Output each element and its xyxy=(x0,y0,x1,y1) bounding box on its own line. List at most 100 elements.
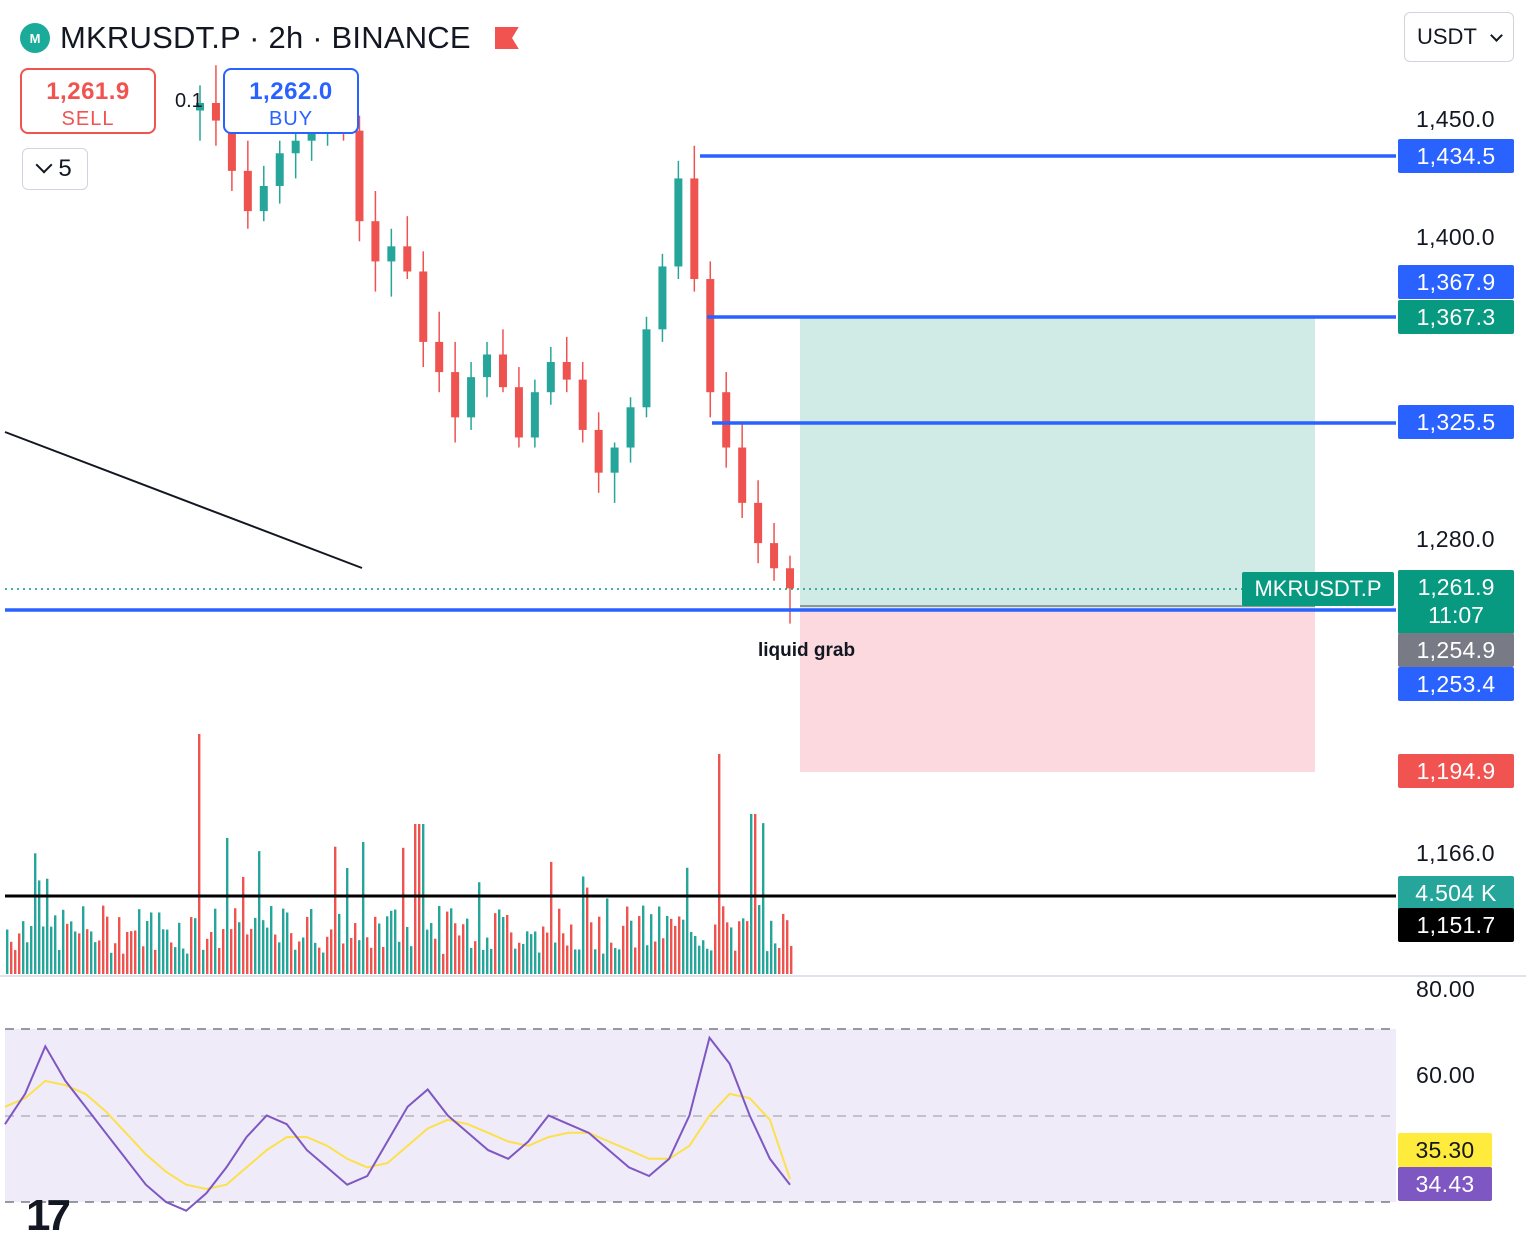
volume-bar xyxy=(314,942,317,974)
candle-body xyxy=(578,379,587,430)
volume-bar xyxy=(262,920,265,974)
volume-bar xyxy=(478,882,481,974)
volume-bar xyxy=(554,942,557,974)
volume-bar xyxy=(730,927,733,974)
flag-icon[interactable] xyxy=(494,27,519,49)
volume-bar xyxy=(746,921,749,974)
tradingview-logo-icon[interactable]: 17 xyxy=(26,1191,71,1240)
last-price-value: 1,261.9 xyxy=(1417,574,1495,600)
volume-bar xyxy=(534,931,537,974)
chart-annotation[interactable]: liquid grab xyxy=(758,640,856,661)
price-label-1367-3[interactable]: 1,367.3 xyxy=(1398,300,1514,334)
currency-select[interactable]: USDT xyxy=(1404,12,1514,62)
volume-bar xyxy=(770,920,773,974)
volume-bar xyxy=(326,936,329,974)
candle-body xyxy=(387,246,396,262)
indicators-toggle-button[interactable]: 5 xyxy=(22,148,88,190)
volume-bar xyxy=(406,926,409,974)
price-axis-tick: 1,166.0 xyxy=(1416,840,1495,866)
volume-bar xyxy=(470,947,473,974)
symbol-header[interactable]: M MKRUSDT.P · 2h · BINANCE xyxy=(20,16,519,60)
volume-bar xyxy=(790,945,793,974)
volume-bar xyxy=(98,940,101,974)
volume-bar xyxy=(526,931,529,974)
volume-bar xyxy=(70,921,73,974)
volume-bar xyxy=(486,937,489,974)
rsi-ma-line xyxy=(4,1079,791,1191)
volume-bar xyxy=(430,923,433,974)
price-label-1253[interactable]: 1,253.4 xyxy=(1398,667,1514,701)
volume-bar xyxy=(666,915,669,974)
volume-bar xyxy=(126,931,129,974)
candle-body xyxy=(594,429,603,473)
volume-bar xyxy=(450,908,453,974)
volume-bar xyxy=(606,898,609,974)
volume-bar xyxy=(614,948,617,974)
volume-bar xyxy=(226,837,229,974)
volume-bar xyxy=(530,934,533,974)
volume-bar xyxy=(662,938,665,974)
volume-bar xyxy=(558,908,561,974)
volume-bar xyxy=(162,929,165,974)
price-label-1325[interactable]: 1,325.5 xyxy=(1398,405,1514,439)
volume-bar xyxy=(62,909,65,974)
symbol-title[interactable]: MKRUSDT.P · 2h · BINANCE xyxy=(60,20,471,55)
buy-button[interactable]: 1,262.0 BUY xyxy=(223,68,359,134)
volume-bar xyxy=(574,949,577,974)
volume-bar xyxy=(482,949,485,974)
candle-body xyxy=(530,392,539,438)
volume-bar xyxy=(506,914,509,974)
sell-button[interactable]: 1,261.9 SELL xyxy=(20,68,156,134)
price-label-1367-9[interactable]: 1,367.9 xyxy=(1398,265,1514,299)
volume-bar xyxy=(670,918,673,974)
volume-bar xyxy=(502,917,505,974)
price-label-1151[interactable]: 1,151.7 xyxy=(1398,908,1514,942)
volume-bar xyxy=(594,949,597,974)
chevron-down-icon xyxy=(35,156,53,174)
last-price-label: 1,261.9 11:07 xyxy=(1398,570,1514,634)
volume-bar xyxy=(66,923,69,974)
volume-bar xyxy=(74,931,77,974)
sell-label: SELL xyxy=(61,108,115,130)
rsi-ma-value-label: 35.30 xyxy=(1398,1133,1492,1167)
candle-body xyxy=(498,354,507,388)
volume-bar xyxy=(650,914,653,974)
volume-bar xyxy=(626,906,629,974)
volume-bar xyxy=(362,842,365,974)
volume-bar xyxy=(778,948,781,974)
volume-bar xyxy=(258,851,261,974)
price-label-1434[interactable]: 1,434.5 xyxy=(1398,139,1514,173)
volume-bar xyxy=(114,943,117,974)
volume-bar xyxy=(710,950,713,974)
volume-bar xyxy=(438,905,441,974)
candle-body xyxy=(770,543,779,569)
volume-bar xyxy=(18,933,21,974)
volume-bar xyxy=(130,931,133,974)
volume-bar xyxy=(414,824,417,974)
volume-bar xyxy=(766,951,769,974)
volume-bar xyxy=(682,919,685,974)
volume-bar xyxy=(310,908,313,974)
volume-bar xyxy=(294,949,297,974)
candle-body xyxy=(467,377,476,418)
volume-bar xyxy=(658,906,661,974)
volume-bar xyxy=(222,929,225,974)
candle-body xyxy=(211,102,220,121)
volume-bar xyxy=(330,929,333,974)
volume-bar xyxy=(298,941,301,974)
buy-price: 1,262.0 xyxy=(249,78,333,105)
candle-body xyxy=(355,130,364,222)
volume-bar xyxy=(694,935,697,974)
candle-body xyxy=(259,185,268,212)
volume-bar xyxy=(86,929,89,974)
volume-bar xyxy=(398,941,401,974)
volume-bar xyxy=(582,876,585,974)
rsi-axis-tick: 60.00 xyxy=(1416,1062,1476,1088)
price-label-1254[interactable]: 1,254.9 xyxy=(1398,633,1514,667)
volume-bar xyxy=(714,924,717,974)
price-label-1194[interactable]: 1,194.9 xyxy=(1398,754,1514,788)
volume-bar xyxy=(674,925,677,974)
volume-bar xyxy=(726,922,729,974)
volume-bar xyxy=(122,953,125,974)
